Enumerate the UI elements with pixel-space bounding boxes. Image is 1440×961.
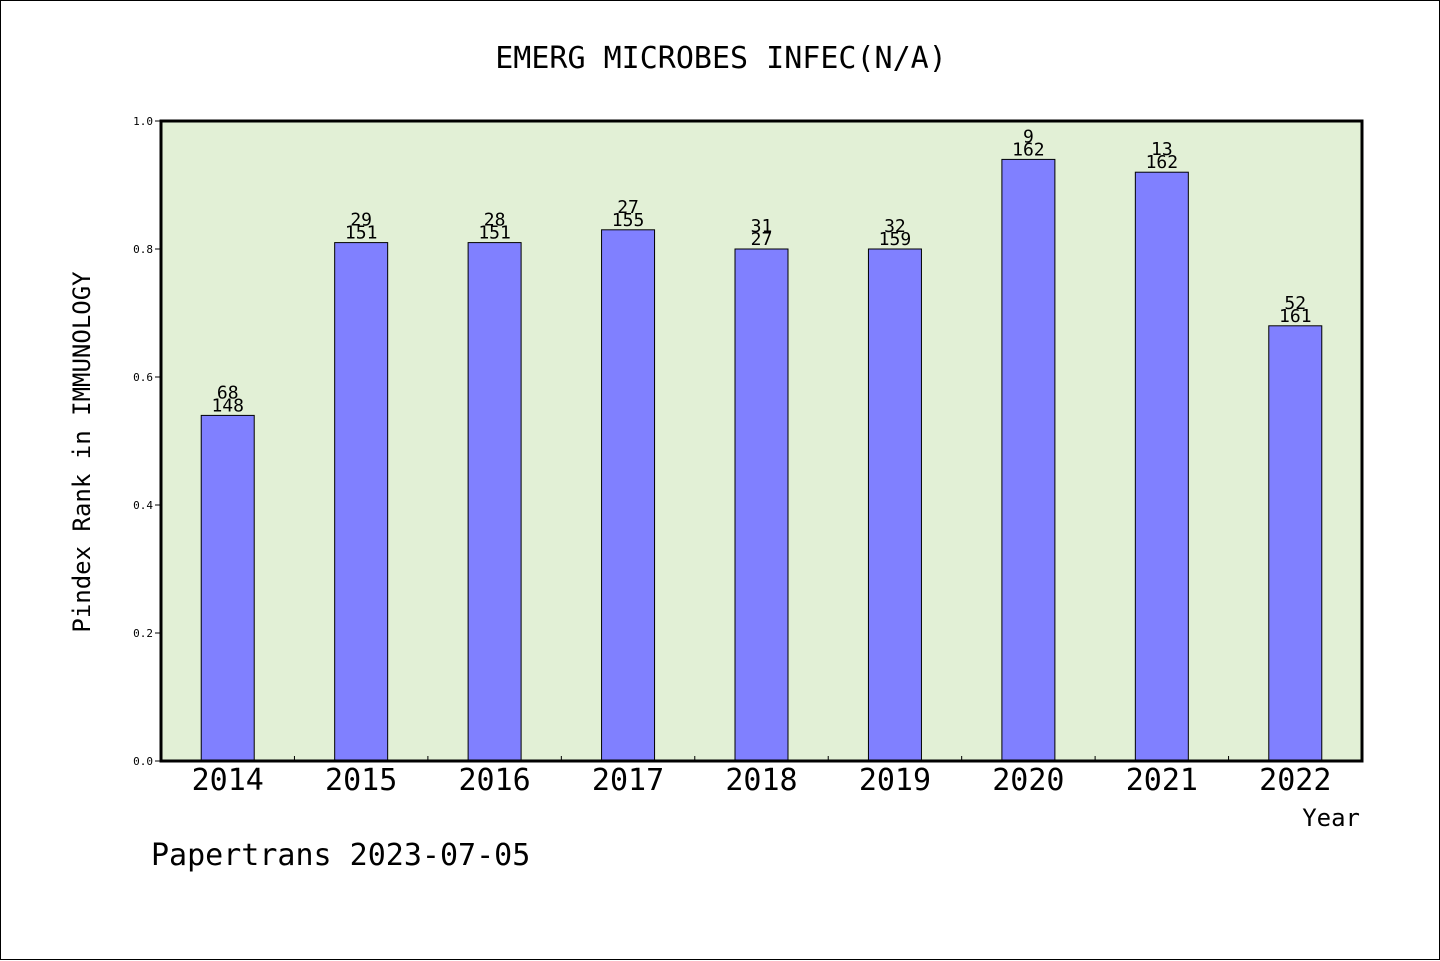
y-axis-label: Pindex Rank in IMMUNOLOGY bbox=[68, 271, 96, 633]
data-label-top-2021: 13 bbox=[1151, 139, 1173, 160]
x-tick-label-2019: 2019 bbox=[859, 763, 931, 798]
data-label-bottom-2014: 148 bbox=[211, 395, 244, 416]
data-label-bottom-2015: 151 bbox=[345, 223, 378, 244]
x-axis-label: Year bbox=[1302, 804, 1360, 832]
footer-text: Papertrans 2023-07-05 bbox=[151, 838, 530, 873]
data-label-top-2020: 9 bbox=[1023, 126, 1034, 147]
x-tick-label-2016: 2016 bbox=[458, 763, 530, 798]
y-tick-label-0.2: 0.2 bbox=[133, 627, 153, 640]
data-label-bottom-2016: 151 bbox=[478, 223, 511, 244]
data-label-top-2014: 68 bbox=[217, 382, 239, 403]
y-tick-label-1.0: 1.0 bbox=[133, 115, 153, 128]
bar-2018 bbox=[734, 248, 789, 762]
y-tick-label-0.0: 0.0 bbox=[133, 755, 153, 768]
bar-2015 bbox=[334, 242, 389, 762]
axis-ticks-layer: 2014 2015 2016 2017 2018 2019 2020 2021 2022 0.0 0… bbox=[133, 115, 1331, 798]
x-tick-label-2022: 2022 bbox=[1259, 763, 1331, 798]
x-tick-label-2018: 2018 bbox=[725, 763, 797, 798]
data-label-top-2019: 32 bbox=[884, 216, 906, 237]
bar-2019 bbox=[867, 248, 922, 762]
data-label-top-2015: 29 bbox=[350, 210, 372, 231]
y-tick-label-0.8: 0.8 bbox=[133, 243, 153, 256]
data-label-bottom-2021: 162 bbox=[1146, 152, 1179, 173]
x-tick-label-2015: 2015 bbox=[325, 763, 397, 798]
x-tick-label-2020: 2020 bbox=[992, 763, 1064, 798]
chart-title: EMERG MICROBES INFEC(N/A) bbox=[495, 41, 947, 76]
plot-border bbox=[159, 119, 1364, 763]
data-label-top-2016: 28 bbox=[484, 210, 506, 231]
x-tick-label-2017: 2017 bbox=[592, 763, 664, 798]
data-label-bottom-2020: 162 bbox=[1012, 139, 1045, 160]
data-label-bottom-2019: 159 bbox=[879, 229, 912, 250]
x-tick-label-2014: 2014 bbox=[192, 763, 264, 798]
y-tick-label-0.6: 0.6 bbox=[133, 371, 153, 384]
data-label-top-2022: 52 bbox=[1284, 293, 1306, 314]
bars-layer bbox=[200, 158, 1323, 762]
data-label-top-2017: 27 bbox=[617, 197, 639, 218]
bar-2014 bbox=[200, 414, 255, 762]
data-label-bottom-2022: 161 bbox=[1279, 306, 1312, 327]
bar-2021 bbox=[1134, 171, 1189, 762]
x-tick-label-2021: 2021 bbox=[1126, 763, 1198, 798]
data-label-top-2018: 31 bbox=[751, 216, 773, 237]
data-label-bottom-2017: 155 bbox=[612, 210, 645, 231]
bar-2020 bbox=[1001, 158, 1056, 762]
bar-2022 bbox=[1268, 325, 1323, 762]
data-label-bottom-2018: 27 bbox=[751, 229, 773, 250]
bar-2017 bbox=[601, 229, 656, 762]
y-tick-label-0.4: 0.4 bbox=[133, 499, 153, 512]
bar-2016 bbox=[467, 242, 522, 762]
